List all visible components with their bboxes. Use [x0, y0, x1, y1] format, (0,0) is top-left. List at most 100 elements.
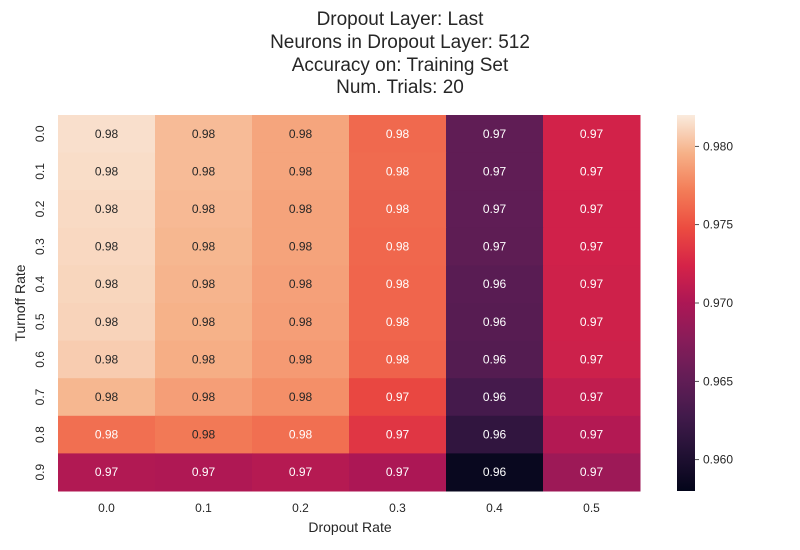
heatmap-cell: [58, 453, 156, 492]
heatmap-cell: [252, 378, 350, 417]
heatmap-cell: [155, 190, 253, 229]
colorbar-tick-label: 0.960: [703, 453, 733, 467]
heatmap-cell: [252, 453, 350, 492]
heatmap-cell-label: 0.97: [580, 277, 604, 291]
heatmap-cell: [543, 190, 641, 229]
heatmap-cell: [349, 453, 447, 492]
heatmap-cell: [58, 190, 156, 229]
heatmap-cell: [252, 415, 350, 454]
heatmap-cell-label: 0.98: [192, 277, 216, 291]
x-tick-label: 0.3: [389, 501, 406, 515]
x-tick-label: 0.0: [98, 501, 115, 515]
heatmap-cell-label: 0.97: [580, 315, 604, 329]
heatmap-cell-label: 0.98: [95, 390, 119, 404]
heatmap-cell-label: 0.97: [386, 428, 410, 442]
heatmap-cell-label: 0.98: [289, 240, 313, 254]
y-tick-label: 0.0: [33, 125, 47, 142]
heatmap-cell: [446, 265, 544, 304]
heatmap-cell-label: 0.98: [95, 127, 119, 141]
heatmap-cell: [446, 378, 544, 417]
x-tick-labels: 0.0 0.1 0.2 0.3 0.4 0.5: [98, 501, 600, 515]
heatmap-cell: [58, 340, 156, 379]
heatmap-cell: [252, 227, 350, 266]
heatmap-cell: [252, 190, 350, 229]
heatmap-cell-label: 0.98: [192, 202, 216, 216]
heatmap-cell-label: 0.98: [386, 164, 410, 178]
heatmap-cell-label: 0.98: [192, 352, 216, 366]
heatmap-cell: [155, 415, 253, 454]
chart-title-line-4: Num. Trials: 20: [336, 77, 464, 98]
heatmap-cell: [58, 265, 156, 304]
heatmap-cell: [446, 115, 544, 154]
heatmap-cell: [543, 303, 641, 342]
heatmap-cell: [252, 265, 350, 304]
heatmap-cell: [155, 115, 253, 154]
heatmap-cell: [155, 152, 253, 191]
heatmap-cell-label: 0.96: [483, 352, 507, 366]
heatmap-cell-label: 0.97: [580, 390, 604, 404]
heatmap-cell-label: 0.97: [483, 202, 507, 216]
y-tick-label: 0.5: [33, 313, 47, 330]
heatmap-cell-label: 0.98: [192, 390, 216, 404]
chart-title-line-2: Neurons in Dropout Layer: 512: [270, 32, 530, 53]
x-tick-label: 0.5: [583, 501, 600, 515]
heatmap-cell: [252, 115, 350, 154]
heatmap-cell: [155, 453, 253, 492]
colorbar-tick-label: 0.965: [703, 374, 733, 388]
x-tick-label: 0.2: [292, 501, 309, 515]
y-tick-label: 0.4: [33, 276, 47, 293]
heatmap-cell-label: 0.96: [483, 277, 507, 291]
heatmap-cell: [58, 115, 156, 154]
heatmap-cell: [349, 227, 447, 266]
heatmap-cell: [349, 303, 447, 342]
heatmap-cell: [543, 340, 641, 379]
heatmap-cell: [155, 227, 253, 266]
heatmap-cell: [543, 227, 641, 266]
heatmap-cell-label: 0.96: [483, 390, 507, 404]
heatmap-cell-label: 0.97: [386, 390, 410, 404]
heatmap-cell: [252, 340, 350, 379]
heatmap-cell-label: 0.97: [580, 240, 604, 254]
heatmap-cell-label: 0.96: [483, 465, 507, 479]
chart-title-line-3: Accuracy on: Training Set: [291, 55, 509, 76]
heatmap-cell-label: 0.98: [386, 240, 410, 254]
heatmap-cell: [349, 265, 447, 304]
heatmap-cell: [58, 378, 156, 417]
heatmap-cell-label: 0.98: [386, 127, 410, 141]
y-tick-label: 0.1: [33, 163, 47, 180]
colorbar-tick-label: 0.980: [703, 139, 733, 153]
heatmap-cell-label: 0.98: [95, 277, 119, 291]
heatmap-cell-label: 0.97: [580, 465, 604, 479]
heatmap-cell-label: 0.97: [580, 202, 604, 216]
heatmap-cell-label: 0.98: [192, 164, 216, 178]
heatmap-cell-label: 0.97: [483, 127, 507, 141]
heatmap-cell: [349, 340, 447, 379]
heatmap-cell: [349, 152, 447, 191]
x-tick-label: 0.4: [486, 501, 503, 515]
heatmap-cell: [155, 378, 253, 417]
heatmap-cell-label: 0.97: [289, 465, 313, 479]
heatmap-cell: [349, 415, 447, 454]
heatmap-cell: [349, 190, 447, 229]
y-tick-label: 0.8: [33, 426, 47, 443]
heatmap-cell-label: 0.98: [289, 352, 313, 366]
heatmap-cell: [58, 152, 156, 191]
heatmap-cell-label: 0.98: [386, 277, 410, 291]
heatmap-cell-label: 0.98: [192, 428, 216, 442]
heatmap-cell-label: 0.98: [95, 164, 119, 178]
heatmap-cell-label: 0.97: [483, 240, 507, 254]
heatmap-cell: [543, 453, 641, 492]
heatmap-cell-label: 0.96: [483, 315, 507, 329]
heatmap-cell: [349, 115, 447, 154]
heatmap-cell-label: 0.98: [95, 202, 119, 216]
y-tick-label: 0.3: [33, 238, 47, 255]
heatmap-cells: 0.98 0.98 0.98 0.98 0.97 0.97 0.98 0.98 0.98 0.98…: [58, 115, 641, 492]
heatmap-cell-label: 0.97: [192, 465, 216, 479]
heatmap-cell-label: 0.98: [289, 315, 313, 329]
heatmap-cell: [446, 415, 544, 454]
heatmap-cell-label: 0.98: [192, 240, 216, 254]
heatmap-cell: [252, 303, 350, 342]
x-tick-label: 0.1: [195, 501, 212, 515]
colorbar: 0.960 0.965 0.970 0.975 0.980: [677, 115, 733, 491]
